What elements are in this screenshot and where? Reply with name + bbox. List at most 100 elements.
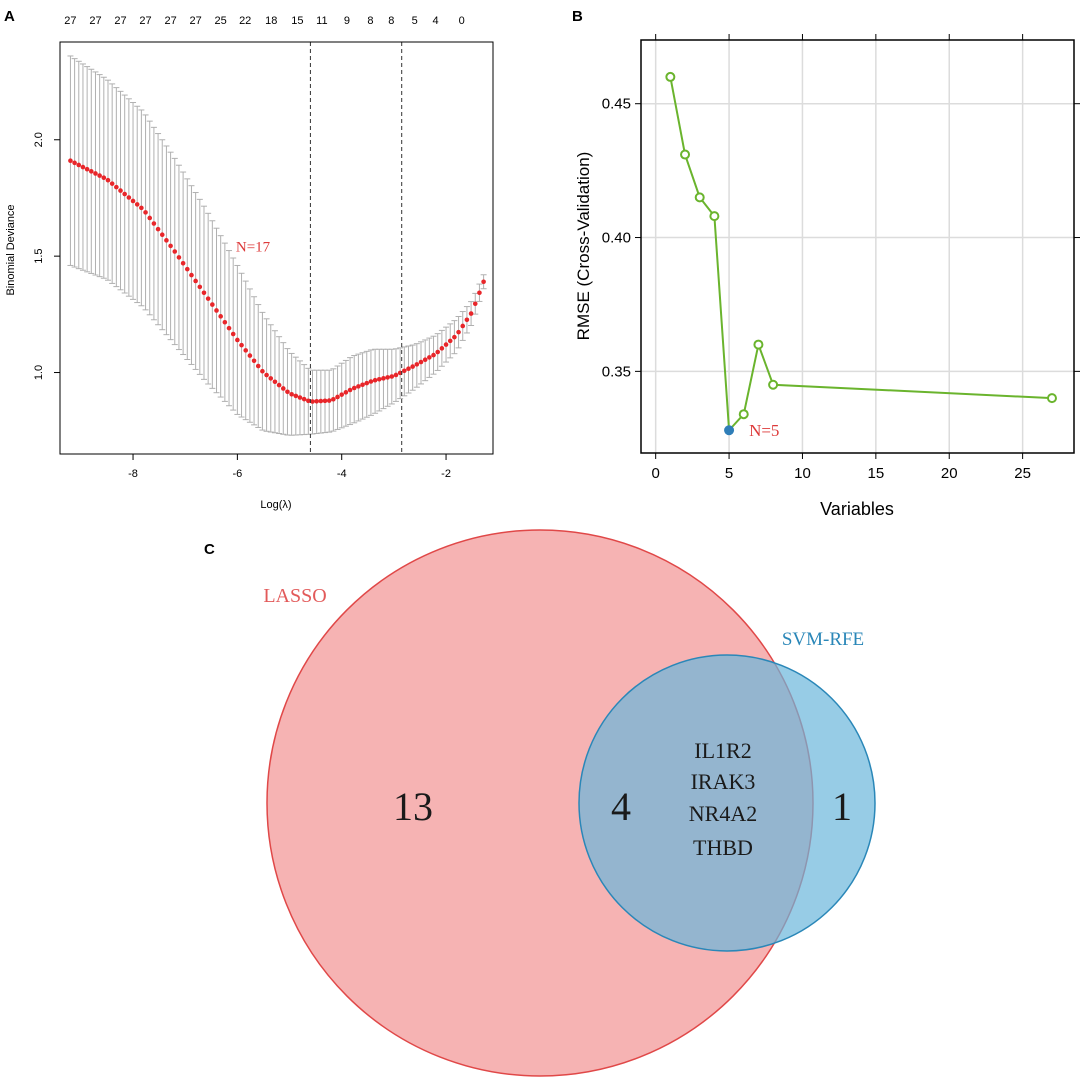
deviance-point: [176, 255, 182, 260]
deviance-point: [427, 355, 432, 360]
deviance-point: [272, 379, 278, 385]
deviance-point: [443, 342, 449, 347]
deviance-point: [168, 243, 173, 249]
panel-a-annotation: N=17: [236, 239, 271, 255]
top-axis-label: 27: [164, 15, 176, 27]
deviance-point: [122, 191, 127, 197]
x-tick-label: -2: [441, 468, 451, 480]
deviance-point: [364, 380, 370, 386]
deviance-point: [393, 372, 399, 378]
rmse-line: [669, 76, 1053, 433]
deviance-point: [268, 376, 274, 381]
deviance-point: [297, 395, 303, 400]
deviance-point: [97, 173, 102, 178]
deviance-point: [226, 325, 232, 331]
deviance-point: [314, 398, 319, 404]
rmse-point: [680, 149, 691, 160]
top-axis-label: 25: [215, 15, 227, 27]
deviance-point: [72, 160, 77, 166]
deviance-point: [235, 337, 240, 343]
deviance-point: [230, 331, 236, 337]
venn-count-overlap: 4: [611, 784, 631, 829]
top-axis-label: 27: [64, 15, 76, 27]
top-axis-label: 11: [316, 15, 327, 27]
deviance-point: [477, 290, 482, 296]
deviance-point: [456, 329, 461, 335]
panel-a-xlabel: Log(λ): [260, 499, 291, 511]
deviance-point: [372, 377, 378, 383]
y-tick-label: 0.35: [602, 363, 631, 380]
deviance-point: [376, 376, 382, 382]
deviance-point: [159, 232, 165, 238]
panel-b-x-axis: 0 5 10 15 20 25: [652, 34, 1031, 482]
deviance-point: [164, 238, 169, 243]
deviance-point: [435, 349, 441, 355]
top-axis-label: 18: [265, 15, 277, 27]
deviance-point: [264, 372, 269, 378]
panel-c: C LASSO SVM-RFE 13 4 1 IL1R2 IRAK3 NR4A2…: [204, 529, 876, 1077]
y-tick-label: 1.0: [33, 365, 45, 380]
deviance-point: [318, 398, 324, 404]
deviance-point: [243, 348, 249, 353]
deviance-point: [126, 195, 132, 200]
deviance-point: [68, 158, 73, 164]
deviance-point: [326, 398, 332, 403]
top-axis-label: 8: [367, 15, 373, 27]
deviance-point: [151, 221, 157, 226]
deviance-point: [155, 226, 161, 232]
deviance-point: [431, 352, 436, 358]
deviance-point: [118, 188, 123, 193]
deviance-point: [389, 374, 395, 379]
deviance-point: [189, 272, 194, 278]
deviance-point: [414, 362, 420, 367]
venn-label-svm-rfe: SVM-RFE: [782, 629, 864, 650]
deviance-point: [239, 342, 244, 348]
panel-a-y-axis: 1.0 1.5 2.0: [33, 132, 60, 380]
x-tick-label: -8: [128, 468, 138, 480]
x-tick-label: 10: [794, 465, 811, 482]
panel-a-top-axis: 27 27 27 27 27 27 25 22 18 15 11 9 8 8 5 4 0: [64, 15, 464, 27]
deviance-point: [464, 317, 470, 323]
y-tick-label: 1.5: [33, 248, 45, 263]
deviance-point: [214, 308, 219, 313]
x-tick-label: 0: [652, 465, 660, 482]
deviance-point: [210, 302, 215, 307]
venn-count-lasso-only: 13: [393, 784, 433, 829]
deviance-point: [293, 393, 299, 399]
deviance-point: [114, 184, 119, 190]
deviance-point: [368, 379, 374, 384]
deviance-point: [76, 162, 82, 168]
panel-c-letter: C: [204, 541, 215, 558]
deviance-point: [218, 314, 223, 319]
deviance-point: [172, 249, 178, 254]
deviance-point: [201, 290, 207, 296]
deviance-point: [439, 346, 445, 351]
deviance-point: [147, 215, 153, 221]
deviance-point: [109, 181, 115, 186]
deviance-point: [472, 301, 478, 307]
venn-gene: IRAK3: [691, 769, 756, 794]
top-axis-label: 4: [433, 15, 439, 27]
deviance-point: [130, 198, 136, 204]
deviance-point: [452, 334, 457, 340]
panel-b-letter: B: [572, 8, 583, 25]
panel-b-ylabel: RMSE (Cross-Validation): [574, 152, 593, 341]
deviance-point: [285, 389, 290, 395]
deviance-point: [205, 296, 211, 301]
deviance-point: [247, 353, 253, 358]
panel-a: A -8 -6 -4 -2 1.0 1.5 2.0 27 27 27 27 27 27 25 22 18 1…: [4, 8, 494, 511]
x-tick-label: 20: [941, 465, 958, 482]
rmse-point: [694, 192, 705, 203]
deviance-point: [406, 366, 411, 371]
deviance-point: [481, 279, 486, 285]
deviance-point: [89, 169, 94, 174]
x-tick-label: 15: [868, 465, 885, 482]
y-tick-label: 0.40: [602, 230, 631, 247]
deviance-point: [339, 392, 345, 397]
deviance-point: [101, 175, 107, 181]
deviance-point: [276, 382, 282, 388]
venn-circle-svm-rfe: [578, 654, 876, 952]
panel-a-errorbars: [67, 55, 487, 436]
rmse-point-best: [724, 425, 735, 436]
panel-a-letter: A: [4, 8, 15, 25]
